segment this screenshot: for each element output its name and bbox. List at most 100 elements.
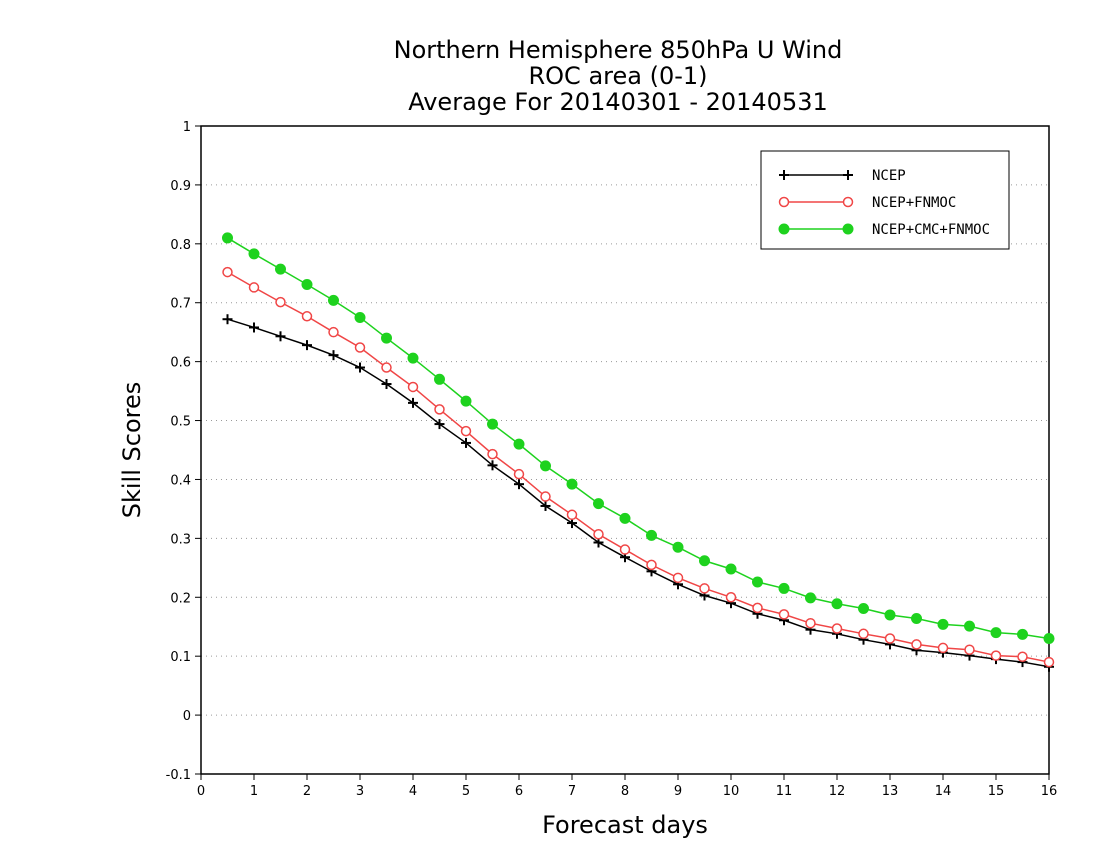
data-point xyxy=(1017,651,1028,663)
data-point xyxy=(566,478,578,490)
data-point xyxy=(805,617,816,629)
data-point xyxy=(434,404,445,415)
x-tick-label: 12 xyxy=(829,784,846,799)
y-tick-label: 0 xyxy=(183,709,191,724)
data-point xyxy=(460,395,472,407)
data-point xyxy=(302,340,312,351)
data-point xyxy=(990,650,1002,661)
data-point xyxy=(354,311,366,323)
data-point xyxy=(301,311,313,322)
y-tick-label: 1 xyxy=(183,120,191,135)
data-point xyxy=(222,266,233,278)
data-point xyxy=(407,352,419,364)
data-point xyxy=(1017,628,1028,640)
series-line xyxy=(227,271,1050,663)
legend-entry: NCEP xyxy=(779,168,906,184)
x-tick-label: 0 xyxy=(197,784,205,799)
y-tick-label: 0.1 xyxy=(170,650,191,665)
legend-marker xyxy=(779,170,789,180)
series-2 xyxy=(222,266,1055,668)
data-point xyxy=(461,437,471,448)
legend-entry: NCEP+FNMOC xyxy=(778,195,956,211)
series-group xyxy=(222,232,1055,672)
data-point xyxy=(752,602,763,614)
data-point xyxy=(725,563,737,575)
y-tick-label: 0.3 xyxy=(170,532,191,547)
y-tick-label: 0.4 xyxy=(170,473,191,488)
data-point xyxy=(619,544,631,555)
x-axis-label: Forecast days xyxy=(542,811,708,839)
legend-marker xyxy=(778,196,790,208)
data-point xyxy=(778,609,790,620)
data-point xyxy=(222,232,233,244)
x-tick-label: 4 xyxy=(409,784,417,799)
data-point xyxy=(407,381,419,393)
data-point xyxy=(964,620,975,632)
x-tick-label: 11 xyxy=(776,784,793,799)
y-tick-label: 0.7 xyxy=(170,297,191,312)
x-tick-label: 3 xyxy=(356,784,364,799)
data-point xyxy=(248,282,260,293)
data-point xyxy=(513,468,525,480)
data-point xyxy=(487,418,498,430)
data-point xyxy=(514,479,524,490)
x-tick-label: 2 xyxy=(303,784,311,799)
data-point xyxy=(275,263,286,275)
data-point xyxy=(328,350,339,361)
chart-title-line-3: Average For 20140301 - 20140531 xyxy=(408,88,828,116)
data-point xyxy=(487,460,498,471)
data-point xyxy=(858,602,869,614)
data-point xyxy=(593,528,604,540)
data-point xyxy=(301,278,313,290)
data-point xyxy=(990,627,1002,639)
x-tick-label: 10 xyxy=(723,784,740,799)
series-1 xyxy=(222,314,1054,672)
data-point xyxy=(540,491,551,502)
series-3 xyxy=(222,232,1055,645)
series-line xyxy=(227,237,1050,640)
legend-marker xyxy=(842,223,854,235)
data-point xyxy=(672,541,684,553)
data-point xyxy=(911,612,922,624)
data-point xyxy=(699,583,710,594)
chart-title-line-1: Northern Hemisphere 850hPa U Wind xyxy=(394,36,843,64)
chart-title-line-2: ROC area (0-1) xyxy=(528,62,707,90)
data-point xyxy=(672,572,684,584)
y-tick-label: 0.9 xyxy=(170,179,191,194)
legend-marker xyxy=(843,170,853,180)
x-tick-label: 6 xyxy=(515,784,523,799)
y-axis-ticks: -0.1 0 0.1 0.2 0.3 0.4 0.5 0.6 0.7 0.8 0.9 1 xyxy=(166,120,201,783)
data-point xyxy=(460,425,472,437)
data-point xyxy=(858,628,869,640)
series-line xyxy=(227,318,1050,668)
x-tick-label: 14 xyxy=(935,784,952,799)
gridlines xyxy=(201,184,1049,716)
data-point xyxy=(805,592,816,604)
chart-titles: Northern Hemisphere 850hPa U Wind ROC ar… xyxy=(394,36,843,116)
legend-entry: NCEP+CMC+FNMOC xyxy=(778,222,990,238)
legend-label: NCEP+FNMOC xyxy=(872,195,956,211)
y-tick-label: -0.1 xyxy=(166,768,191,783)
x-tick-label: 9 xyxy=(674,784,682,799)
data-point xyxy=(434,419,445,430)
data-point xyxy=(646,559,657,571)
data-point xyxy=(566,509,578,521)
data-point xyxy=(381,379,392,390)
data-point xyxy=(381,332,392,344)
data-point xyxy=(593,498,604,510)
data-point xyxy=(646,529,657,541)
legend-box xyxy=(760,150,1010,250)
y-tick-label: 0.6 xyxy=(170,356,191,371)
data-point xyxy=(752,576,763,588)
x-tick-label: 15 xyxy=(988,784,1005,799)
y-tick-label: 0.2 xyxy=(170,591,191,606)
y-axis-label: Skill Scores xyxy=(118,382,146,519)
data-point xyxy=(381,362,392,373)
data-point xyxy=(1043,633,1055,645)
data-point xyxy=(911,639,922,650)
data-point xyxy=(540,500,551,511)
data-point xyxy=(275,296,286,308)
data-point xyxy=(831,598,843,610)
legend-label: NCEP+CMC+FNMOC xyxy=(872,222,990,238)
y-tick-label: 0.5 xyxy=(170,415,191,430)
